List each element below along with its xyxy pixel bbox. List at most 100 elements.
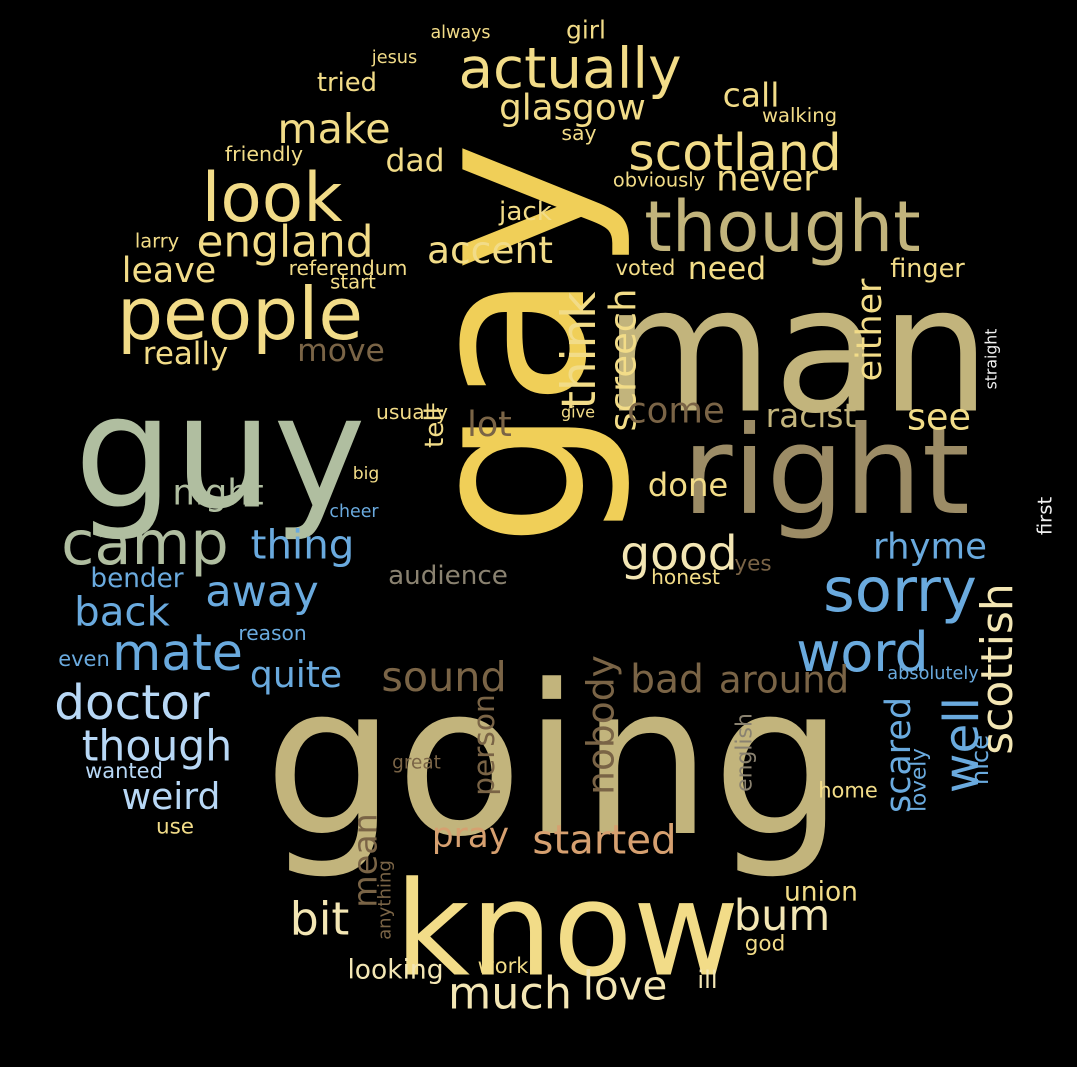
word-move: move (297, 333, 385, 369)
word-look: look (202, 158, 343, 237)
word-lovely: lovely (907, 748, 932, 812)
word-doctor: doctor (54, 675, 210, 731)
word-say: say (561, 121, 596, 145)
word-sound: sound (381, 653, 506, 701)
word-man: man (603, 250, 991, 453)
word-bum: bum (734, 891, 830, 941)
word-great: great (392, 753, 441, 774)
word-person: person (467, 694, 501, 795)
word-god: god (745, 932, 785, 957)
word-wanted: wanted (85, 759, 163, 783)
word-anything: anything (375, 860, 396, 940)
word-english: english (733, 713, 758, 792)
word-leave: leave (122, 251, 216, 291)
word-right: right (682, 399, 970, 542)
word-union: union (784, 877, 858, 908)
word-finger: finger (890, 254, 965, 284)
word-nice: nice (966, 735, 994, 785)
word-accent: accent (427, 228, 553, 272)
word-done: done (648, 466, 729, 504)
word-guy: guy (74, 362, 366, 545)
word-mean: mean (346, 813, 385, 907)
word-dad: dad (385, 143, 444, 179)
word-call: call (723, 76, 780, 115)
word-around: around (719, 659, 849, 702)
word-scared: scared (879, 697, 919, 813)
word-usually: usually (376, 400, 448, 424)
word-straight: straight (982, 329, 1001, 390)
word-away: away (205, 567, 319, 617)
word-honest: honest (651, 565, 720, 589)
word-audience: audience (388, 561, 508, 591)
word-pray: pray (432, 816, 509, 856)
word-obviously: obviously (613, 169, 705, 192)
word-well: well (934, 697, 990, 793)
word-actually: actually (458, 37, 681, 102)
word-good: good (620, 527, 737, 582)
word-big: big (353, 464, 380, 484)
word-make: make (277, 105, 390, 153)
word-give: give (561, 403, 595, 422)
word-thought: thought (644, 186, 920, 268)
word-come: come (627, 391, 725, 432)
word-girl: girl (566, 16, 606, 45)
word-ill: ill (697, 966, 717, 994)
word-home: home (818, 779, 878, 803)
word-started: started (532, 817, 676, 864)
word-larry: larry (135, 230, 179, 253)
word-word: word (796, 621, 928, 684)
word-looking: looking (347, 955, 443, 986)
word-bit: bit (290, 893, 350, 946)
word-see: see (907, 396, 971, 439)
word-yes: yes (734, 552, 771, 577)
word-reason: reason (238, 621, 306, 645)
word-nobody: nobody (579, 655, 623, 795)
word-walking: walking (762, 104, 837, 127)
word-even: even (58, 647, 110, 671)
word-bad: bad (630, 658, 704, 703)
word-think: think (553, 292, 607, 410)
word-back: back (74, 589, 170, 636)
word-work: work (478, 954, 530, 978)
word-always: always (430, 23, 490, 43)
word-quite: quite (250, 654, 342, 696)
word-really: really (143, 336, 228, 372)
word-racist: racist (766, 397, 857, 435)
word-glasgow: glasgow (499, 88, 646, 129)
word-screech: screech (602, 289, 645, 432)
word-going: going (264, 640, 844, 882)
word-use: use (156, 815, 194, 840)
word-much: much (448, 969, 572, 1020)
word-scotland: scotland (628, 123, 841, 182)
word-start: start (330, 271, 376, 294)
word-voted: voted (616, 256, 676, 280)
word-tell: tell (420, 407, 450, 448)
word-mate: mate (112, 623, 243, 682)
word-never: never (716, 159, 818, 200)
word-either: either (850, 278, 890, 381)
word-though: though (82, 723, 232, 772)
word-know: know (394, 854, 739, 1006)
word-jesus: jesus (371, 48, 417, 68)
word-sorry: sorry (823, 556, 977, 626)
word-need: need (688, 251, 766, 287)
word-referendum: referendum (289, 256, 408, 280)
word-night: night (172, 473, 263, 514)
word-friendly: friendly (225, 142, 303, 166)
word-scottish: scottish (972, 583, 1023, 755)
word-love: love (583, 963, 668, 1010)
word-thing: thing (251, 522, 355, 569)
word-england: england (196, 217, 373, 268)
word-absolutely: absolutely (887, 664, 978, 684)
word-first: first (1034, 497, 1057, 536)
word-jack: jack (498, 197, 553, 227)
word-gay: gay (379, 142, 636, 548)
word-tried: tried (317, 68, 377, 98)
word-rhyme: rhyme (873, 527, 987, 568)
word-lot: lot (467, 405, 512, 445)
word-bender: bender (90, 564, 183, 594)
word-weird: weird (122, 776, 221, 818)
